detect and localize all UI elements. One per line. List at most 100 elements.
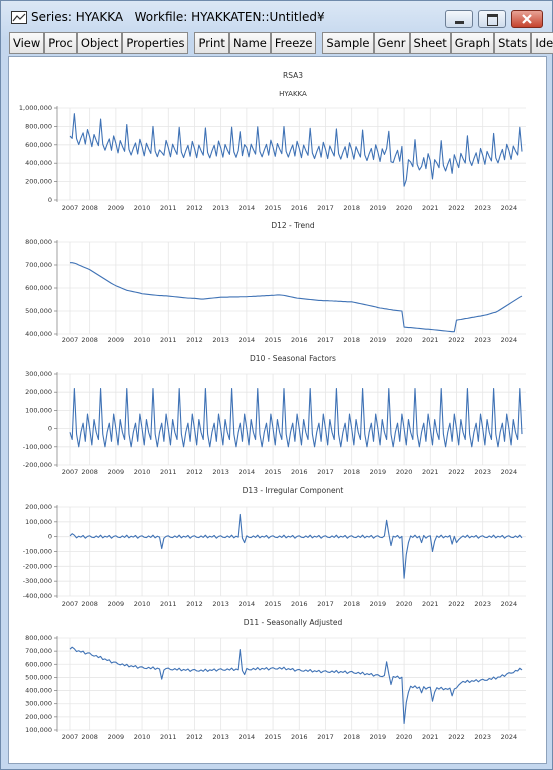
- x-tick-label: 2010: [134, 600, 151, 608]
- y-tick-label: 200,000: [25, 713, 52, 721]
- x-tick-label: 2009: [108, 600, 125, 608]
- x-tick-label: 2011: [160, 468, 177, 476]
- y-tick-label: 400,000: [25, 687, 52, 695]
- x-tick-label: 2011: [160, 733, 177, 741]
- x-tick-label: 2007: [62, 204, 79, 212]
- chart-title: D12 - Trend: [271, 221, 315, 230]
- x-tick-label: 2015: [265, 468, 282, 476]
- x-tick-label: 2019: [370, 600, 387, 608]
- y-tick-label: 800,000: [25, 634, 52, 642]
- title-bar: Series: HYAKKA Workfile: HYAKKATEN::Unti…: [1, 1, 552, 31]
- y-tick-label: 1,000,000: [19, 104, 52, 112]
- series-line: [69, 113, 523, 187]
- x-tick-label: 2021: [422, 336, 439, 344]
- toolbar-button[interactable]: Sample: [322, 32, 374, 54]
- toolbar-button[interactable]: Properties: [122, 32, 189, 54]
- x-tick-label: 2021: [422, 468, 439, 476]
- toolbar-button[interactable]: Proc: [44, 32, 77, 54]
- x-tick-label: 2020: [396, 600, 413, 608]
- series-line: [69, 513, 523, 579]
- x-tick-label: 2023: [474, 336, 491, 344]
- y-tick-label: 100,000: [25, 406, 52, 414]
- y-tick-label: 800,000: [25, 122, 52, 130]
- x-tick-label: 2012: [186, 600, 203, 608]
- minimize-button[interactable]: [445, 10, 473, 28]
- x-tick-label: 2009: [108, 204, 125, 212]
- x-tick-label: 2023: [474, 204, 491, 212]
- x-tick-label: 2008: [81, 204, 98, 212]
- toolbar-button[interactable]: Ident: [531, 32, 553, 54]
- x-tick-label: 2019: [370, 468, 387, 476]
- x-tick-label: 2017: [317, 204, 334, 212]
- y-tick-label: 300,000: [25, 370, 52, 378]
- x-tick-label: 2012: [186, 733, 203, 741]
- y-tick-label: 500,000: [25, 673, 52, 681]
- x-tick-label: 2020: [396, 468, 413, 476]
- y-tick-label: 200,000: [25, 388, 52, 396]
- x-tick-label: 2019: [370, 204, 387, 212]
- x-tick-label: 2011: [160, 204, 177, 212]
- y-tick-label: 700,000: [25, 647, 52, 655]
- toolbar-button[interactable]: Genr: [373, 32, 410, 54]
- toolbar-button[interactable]: Name: [228, 32, 271, 54]
- toolbar-button[interactable]: Object: [76, 32, 123, 54]
- y-tick-label: -200,000: [23, 461, 52, 469]
- y-tick-label: 700,000: [25, 261, 52, 269]
- x-tick-label: 2018: [343, 733, 360, 741]
- x-tick-label: 2007: [62, 733, 79, 741]
- y-tick-label: -200,000: [23, 562, 52, 570]
- x-tick-label: 2013: [212, 733, 229, 741]
- x-tick-label: 2020: [396, 336, 413, 344]
- toolbar-button[interactable]: Print: [194, 32, 229, 54]
- x-tick-label: 2008: [81, 336, 98, 344]
- x-tick-label: 2014: [239, 336, 256, 344]
- x-tick-label: 2018: [343, 336, 360, 344]
- toolbar: View Proc Object Properties Print Name F…: [9, 32, 553, 54]
- x-tick-label: 2007: [62, 336, 79, 344]
- toolbar-button[interactable]: Graph: [450, 32, 495, 54]
- toolbar-button[interactable]: Freeze: [270, 32, 317, 54]
- x-tick-label: 2019: [370, 336, 387, 344]
- y-tick-label: 200,000: [25, 503, 52, 511]
- x-tick-label: 2022: [448, 600, 465, 608]
- x-tick-label: 2017: [317, 468, 334, 476]
- x-tick-label: 2011: [160, 600, 177, 608]
- x-tick-label: 2020: [396, 204, 413, 212]
- maximize-button[interactable]: [478, 10, 506, 28]
- chart-title: D11 - Seasonally Adjusted: [244, 618, 343, 627]
- x-tick-label: 2016: [291, 733, 308, 741]
- x-tick-label: 2015: [265, 204, 282, 212]
- y-tick-label: 200,000: [25, 178, 52, 186]
- x-tick-label: 2015: [265, 733, 282, 741]
- x-tick-label: 2024: [501, 336, 518, 344]
- toolbar-button[interactable]: Stats: [494, 32, 532, 54]
- close-button[interactable]: [511, 10, 543, 28]
- x-tick-label: 2018: [343, 600, 360, 608]
- x-tick-label: 2014: [239, 468, 256, 476]
- toolbar-button[interactable]: View: [9, 32, 45, 54]
- x-tick-label: 2017: [317, 600, 334, 608]
- x-tick-label: 2016: [291, 468, 308, 476]
- y-tick-label: 800,000: [25, 238, 52, 246]
- y-tick-label: 600,000: [25, 141, 52, 149]
- chart-title: RSA3: [283, 71, 303, 80]
- x-tick-label: 2018: [343, 204, 360, 212]
- y-tick-label: 600,000: [25, 284, 52, 292]
- toolbar-button[interactable]: Sheet: [409, 32, 451, 54]
- y-tick-label: 100,000: [25, 518, 52, 526]
- x-tick-label: 2015: [265, 600, 282, 608]
- x-tick-label: 2014: [239, 204, 256, 212]
- y-tick-label: 400,000: [25, 159, 52, 167]
- chart-title: D13 - Irregular Component: [243, 486, 344, 495]
- x-tick-label: 2016: [291, 336, 308, 344]
- x-tick-label: 2022: [448, 204, 465, 212]
- y-tick-label: 0: [48, 196, 52, 204]
- x-tick-label: 2019: [370, 733, 387, 741]
- x-tick-label: 2010: [134, 733, 151, 741]
- x-tick-label: 2007: [62, 600, 79, 608]
- x-tick-label: 2008: [81, 600, 98, 608]
- x-tick-label: 2012: [186, 336, 203, 344]
- x-tick-label: 2021: [422, 600, 439, 608]
- window-title: Series: HYAKKA Workfile: HYAKKATEN::Unti…: [31, 10, 325, 24]
